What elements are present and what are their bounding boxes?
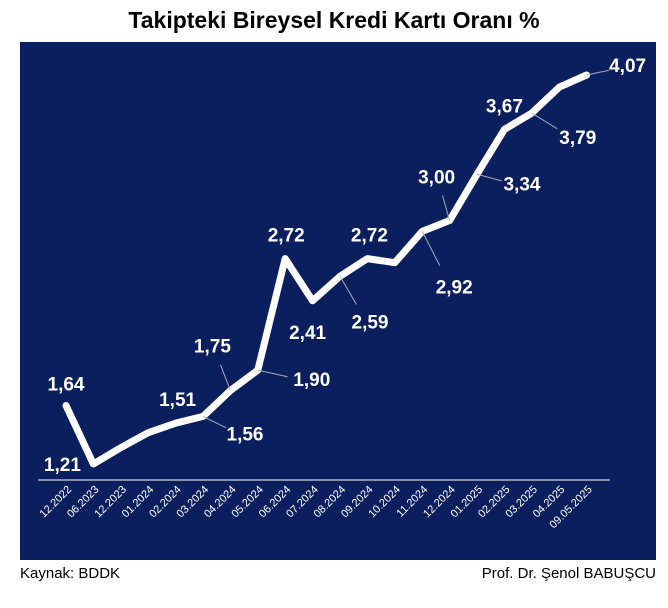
leader-line — [476, 173, 502, 182]
leader-line — [220, 364, 231, 391]
leader-line — [421, 231, 441, 266]
plot-background — [20, 42, 656, 560]
data-label: 3,34 — [504, 174, 541, 195]
leader-line — [202, 415, 227, 429]
data-label: 3,67 — [486, 96, 523, 117]
data-label: 3,00 — [418, 168, 455, 189]
data-label: 4,07 — [609, 56, 646, 77]
data-label: 1,90 — [293, 370, 330, 391]
data-label: 2,72 — [268, 226, 305, 247]
data-label: 2,72 — [351, 226, 388, 247]
leader-line — [586, 69, 610, 76]
leader-line — [531, 112, 558, 130]
data-label: 1,56 — [227, 424, 264, 445]
data-label: 1,21 — [44, 455, 81, 476]
chart-title: Takipteki Bireysel Kredi Kartı Oranı % — [128, 7, 539, 33]
data-label: 3,79 — [559, 128, 596, 149]
line — [62, 71, 591, 468]
data-label: 2,59 — [352, 312, 389, 333]
data-label: 1,64 — [48, 375, 85, 396]
data-label: 2,41 — [289, 323, 326, 344]
data-label: 2,92 — [436, 277, 473, 298]
author: Prof. Dr. Şenol BABUŞCU — [482, 565, 656, 582]
source: Kaynak: BDDK — [20, 565, 120, 582]
leader-line — [257, 369, 288, 378]
data-label: 1,51 — [159, 390, 196, 411]
leader-line — [339, 276, 357, 305]
leader-line — [441, 195, 451, 221]
data-label: 1,75 — [194, 337, 231, 358]
